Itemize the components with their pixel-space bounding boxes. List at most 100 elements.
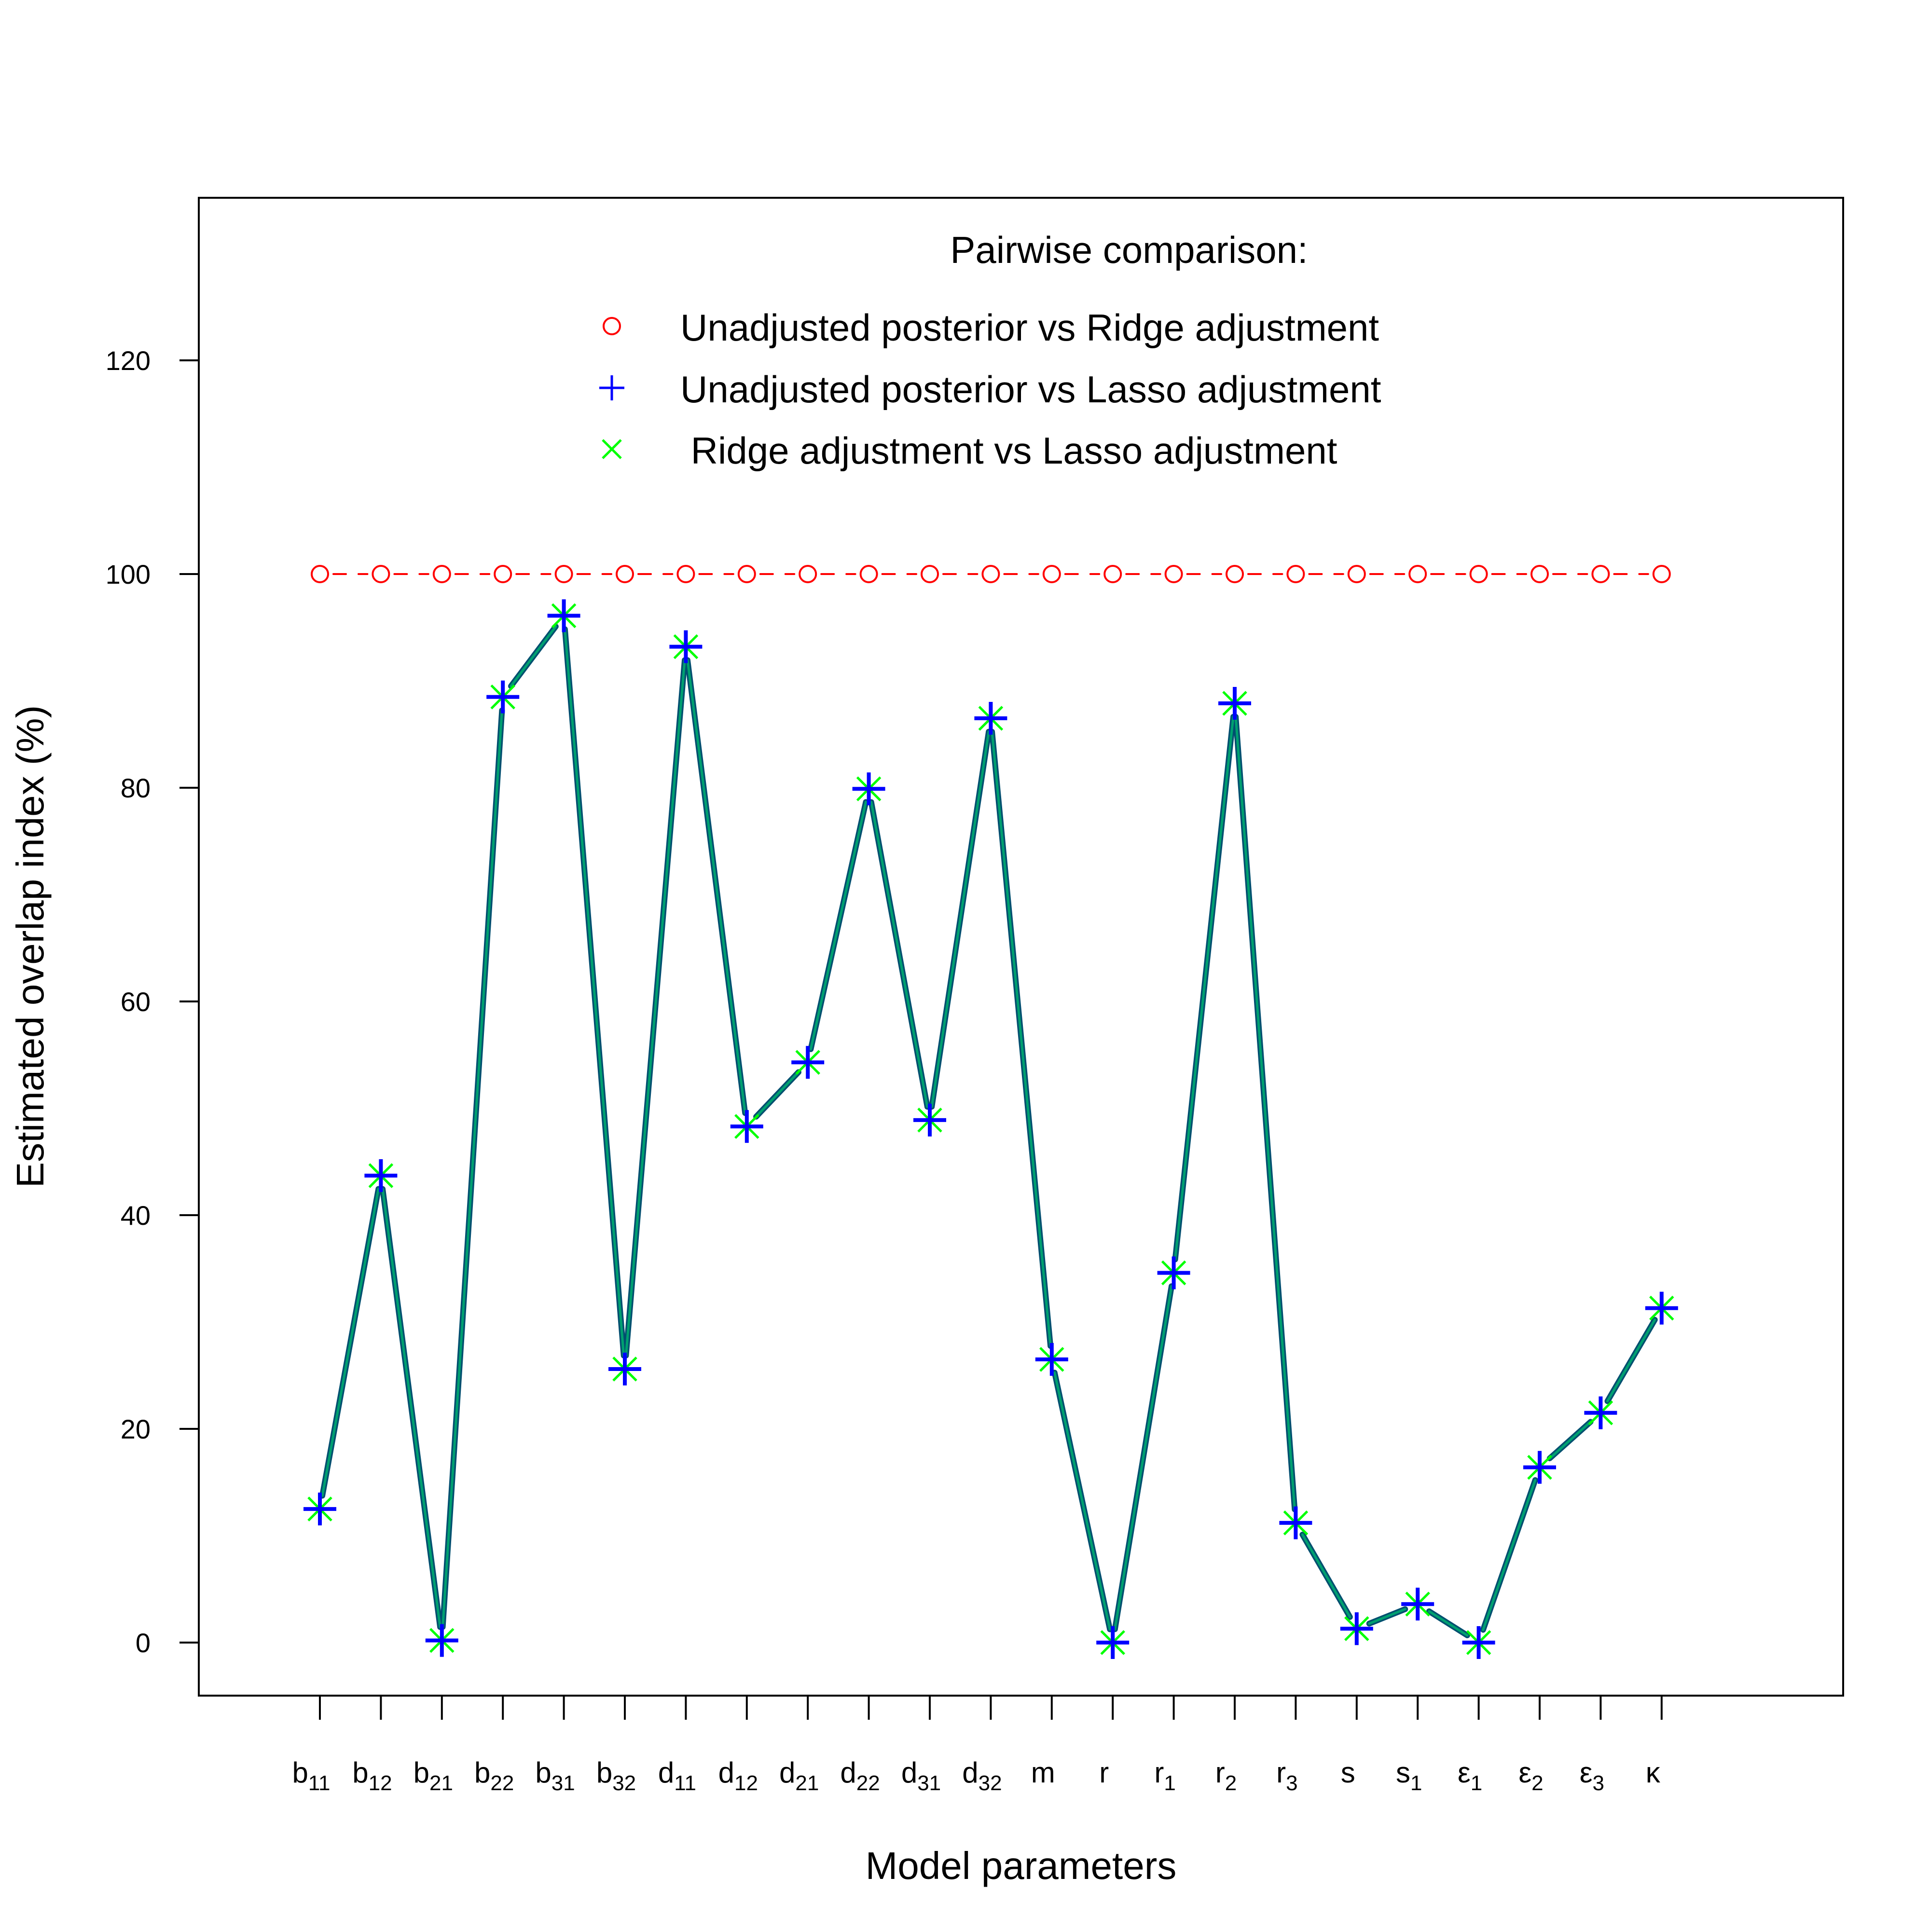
x-axis-title: Model parameters <box>866 1844 1177 1887</box>
series-line-segment <box>564 628 625 1357</box>
data-point-circle <box>372 565 390 583</box>
series-line-segment <box>1114 1285 1173 1631</box>
data-point-circle <box>1164 565 1183 583</box>
x-tick-label: s <box>1341 1756 1355 1789</box>
x-tick-label: d11 <box>658 1756 696 1795</box>
y-axis-title: Estimated overlap index (%) <box>9 705 52 1188</box>
data-point-circle <box>676 565 695 583</box>
series-line-segment <box>441 709 503 1629</box>
x-tick-label: r <box>1099 1756 1109 1789</box>
series-ridge-vs-lasso-line <box>321 625 1656 1637</box>
y-tick-label: 120 <box>106 345 151 376</box>
data-point-circle <box>921 565 939 583</box>
data-point-circle <box>1286 565 1305 583</box>
data-point-plus <box>1584 1396 1617 1429</box>
legend-title: Pairwise comparison: <box>950 229 1308 271</box>
series-line-segment <box>1174 715 1235 1261</box>
x-tick-label: s1 <box>1396 1756 1422 1795</box>
data-point-plus <box>669 630 703 663</box>
legend: Pairwise comparison: Unadjusted posterior… <box>599 229 1381 472</box>
series-line-segment <box>686 658 746 1114</box>
x-tick-label: d22 <box>840 1756 880 1795</box>
data-point-plus <box>730 1110 763 1143</box>
data-point-plus <box>364 1159 398 1192</box>
x-tick-label: b11 <box>292 1756 330 1795</box>
data-point-plus <box>1035 1343 1068 1376</box>
data-point-plus <box>486 680 520 713</box>
x-tick-label: r1 <box>1154 1756 1175 1795</box>
x-tick-label: r2 <box>1215 1756 1237 1795</box>
x-tick-label: m <box>1031 1756 1055 1789</box>
data-point-plus <box>425 1624 458 1657</box>
data-point-plus <box>913 1103 946 1137</box>
series-line-segment <box>930 730 990 1108</box>
series-unadjusted-vs-lasso-line <box>319 623 1658 1639</box>
data-point-plus <box>547 599 580 632</box>
series-line-segment <box>1368 1608 1406 1625</box>
x-tick-label: b31 <box>535 1756 575 1795</box>
legend-marker-stroke <box>602 439 622 459</box>
series-line-segment <box>1053 1371 1111 1631</box>
y-axis: 0 20 40 60 80 100 120 <box>106 345 199 1658</box>
legend-label: Ridge adjustment vs Lasso adjustment <box>680 429 1337 472</box>
data-point-plus <box>1096 1626 1130 1659</box>
x-tick-label: b12 <box>352 1756 392 1795</box>
series-line-segment <box>381 1188 441 1629</box>
data-point-plus <box>1340 1612 1373 1645</box>
data-point-plus <box>791 1046 825 1079</box>
data-point-circle <box>616 565 634 583</box>
data-point-circle <box>1591 565 1610 583</box>
data-point-circle <box>1103 565 1122 583</box>
data-point-plus <box>1218 687 1251 720</box>
series-line-segment <box>870 801 929 1108</box>
x-tick-label: d21 <box>779 1756 819 1795</box>
x-tick-label: b21 <box>414 1756 453 1795</box>
series-line-segment <box>991 730 1052 1347</box>
series-layer <box>303 565 1678 1659</box>
legend-marker-x <box>602 439 622 459</box>
series-line-segment <box>624 659 686 1357</box>
x-tick-label: b22 <box>474 1756 514 1795</box>
legend-marker-circle <box>603 317 621 335</box>
data-point-circle <box>311 565 329 583</box>
legend-marker-plus <box>599 375 624 400</box>
series-line-segment <box>1482 1479 1537 1631</box>
data-point-circle <box>1652 565 1671 583</box>
x-tick-label: ε1 <box>1458 1756 1482 1795</box>
series-line-segment <box>1548 1420 1592 1460</box>
y-tick-label: 40 <box>121 1200 151 1231</box>
data-point-circle <box>554 565 573 583</box>
x-tick-label: b32 <box>596 1756 636 1795</box>
data-point-circle <box>737 565 756 583</box>
x-tick-label: ε3 <box>1580 1756 1604 1795</box>
y-tick-label: 0 <box>136 1628 151 1658</box>
y-tick-label: 100 <box>106 559 151 589</box>
series-line-segment <box>321 1188 380 1497</box>
data-point-circle <box>799 565 817 583</box>
y-tick-label: 80 <box>121 773 151 803</box>
data-point-plus <box>852 772 885 806</box>
data-point-plus <box>303 1493 336 1526</box>
legend-label: Unadjusted posterior vs Lasso adjustment <box>680 368 1381 411</box>
data-point-plus <box>1279 1506 1312 1539</box>
series-line-segment <box>1606 1318 1656 1403</box>
data-point-plus <box>1401 1588 1434 1621</box>
data-point-circle <box>1042 565 1061 583</box>
data-point-plus <box>608 1352 641 1385</box>
data-point-circle <box>1226 565 1244 583</box>
x-tick-label: d12 <box>718 1756 758 1795</box>
series-line-segment <box>510 625 557 687</box>
x-tick-label: d31 <box>901 1756 941 1795</box>
data-point-plus <box>1462 1626 1495 1659</box>
data-point-plus <box>1157 1256 1190 1289</box>
data-point-circle <box>432 565 451 583</box>
x-tick-label: d32 <box>962 1756 1002 1795</box>
y-tick-label: 20 <box>121 1414 151 1444</box>
data-point-plus <box>1645 1291 1678 1325</box>
series-line-segment <box>1234 715 1296 1511</box>
data-point-circle <box>494 565 512 583</box>
legend-label: Unadjusted posterior vs Ridge adjustment <box>680 306 1379 349</box>
data-point-circle <box>1347 565 1366 583</box>
data-point-circle <box>981 565 1000 583</box>
